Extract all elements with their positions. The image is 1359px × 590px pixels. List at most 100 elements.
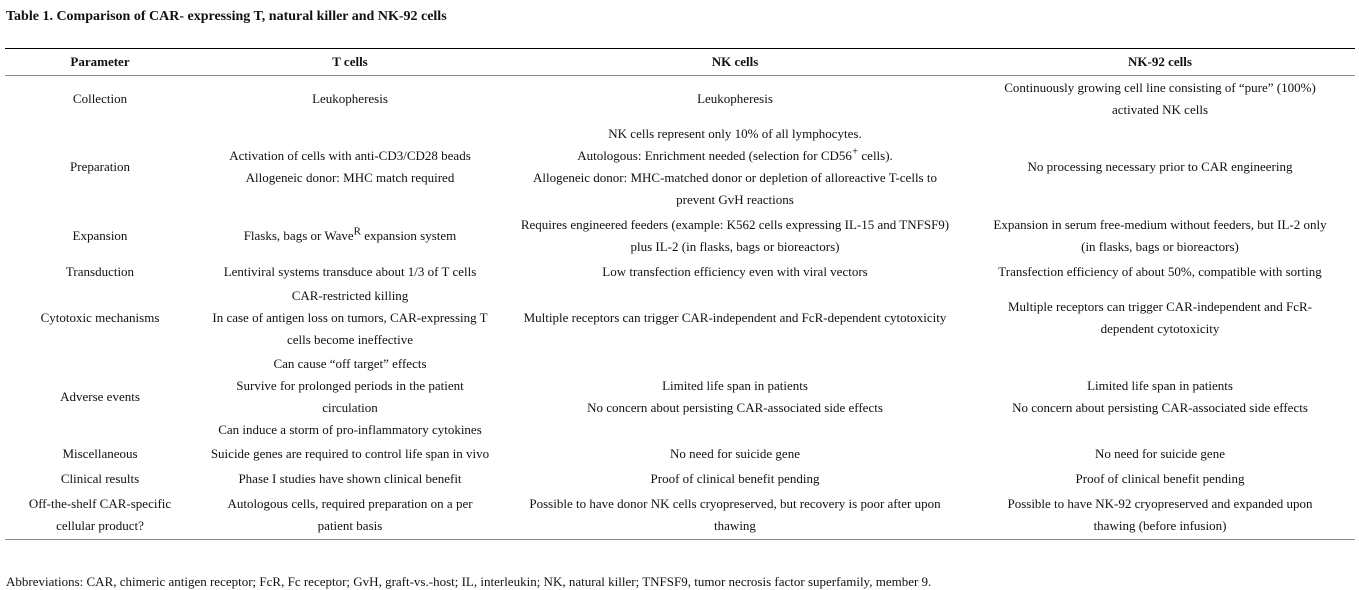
cell-line: Leukopheresis — [312, 90, 388, 106]
cell-line: thawing — [714, 518, 756, 534]
cell-line: No concern about persisting CAR-associat… — [587, 399, 883, 415]
cell-line: Possible to have donor NK cells cryopres… — [529, 496, 941, 512]
cell-t-cells: Lentiviral systems transduce about 1/3 o… — [195, 260, 505, 284]
cell-line: cells become ineffective — [286, 331, 414, 347]
cell-nk92-cells: Continuously growing cell line consistin… — [965, 76, 1355, 122]
cell-line: Suicide genes are required to control li… — [210, 445, 490, 461]
table-row: Miscellaneous Suicide genes are required … — [5, 442, 1355, 466]
cell-line: Can induce a storm of pro-inflammatory c… — [218, 421, 482, 437]
cell-t-cells: Autologous cells, required preparation o… — [195, 491, 505, 540]
abbreviations-footnote: Abbreviations: CAR, chimeric antigen rec… — [6, 574, 932, 589]
cell-nk-cells: Leukopheresis — [505, 76, 965, 122]
cell-line: Limited life span in patients — [662, 377, 808, 393]
cell-line: Proof of clinical benefit pending — [1075, 470, 1245, 486]
table-row: Transduction Lentiviral systems transduce… — [5, 260, 1355, 284]
table-row: Preparation Activation of cells with anti… — [5, 122, 1355, 212]
superscript: + — [851, 145, 859, 158]
cell-nk92-cells: No need for suicide gene — [965, 442, 1355, 466]
cell-nk-cells: Low transfection efficiency even with vi… — [505, 260, 965, 284]
cell-line: dependent cytotoxicity — [1100, 320, 1220, 336]
cell-line: Leukopheresis — [697, 90, 773, 106]
cell-line: Requires engineered feeders (example: K5… — [520, 216, 950, 232]
cell-line: Multiple receptors can trigger CAR-indep… — [523, 309, 947, 325]
cell-parameter: Expansion — [5, 212, 195, 260]
cell-nk92-cells: Multiple receptors can trigger CAR-indep… — [965, 284, 1355, 352]
cell-line: No processing necessary prior to CAR eng… — [1027, 158, 1293, 174]
cell-line: Off-the-shelf CAR-specific — [28, 496, 172, 512]
table-row: Collection Leukopheresis Leukopheresis Cont… — [5, 76, 1355, 122]
cell-nk92-cells: Expansion in serum free-medium without f… — [965, 212, 1355, 260]
cell-line: In case of antigen loss on tumors, CAR-e… — [212, 309, 488, 325]
cell-line: Activation of cells with anti-CD3/CD28 b… — [229, 147, 471, 163]
cell-line: No need for suicide gene — [1095, 445, 1225, 461]
line-text: Autologous: Enrichment needed (selection… — [577, 147, 852, 163]
cell-line: Possible to have NK-92 cryopreserved and… — [1007, 496, 1313, 512]
cell-nk-cells: Multiple receptors can trigger CAR-indep… — [505, 284, 965, 352]
cell-nk-cells: Requires engineered feeders (example: K5… — [505, 212, 965, 260]
cell-parameter: Preparation — [5, 122, 195, 212]
cell-line: Flasks, bags or WaveR expansion system — [199, 225, 501, 247]
line-text: Flasks, bags or Wave — [243, 227, 354, 243]
cell-nk92-cells: Possible to have NK-92 cryopreserved and… — [965, 491, 1355, 540]
cell-parameter: Transduction — [5, 260, 195, 284]
cell-line: Collection — [72, 90, 128, 106]
cell-t-cells: CAR-restricted killing In case of antigen… — [195, 284, 505, 352]
cell-parameter: Clinical results — [5, 466, 195, 492]
cell-line: Autologous cells, required preparation o… — [227, 496, 473, 512]
header-t-cells: T cells — [195, 48, 505, 76]
cell-line: Miscellaneous — [62, 445, 138, 461]
cell-nk-cells: Limited life span in patients No concern … — [505, 352, 965, 442]
line-text: cells). — [858, 147, 893, 163]
header-nk92-cells: NK-92 cells — [965, 48, 1355, 76]
table-row: Clinical results Phase I studies have sho… — [5, 466, 1355, 492]
cell-line: Low transfection efficiency even with vi… — [602, 263, 868, 279]
cell-line: Allogeneic donor: MHC match required — [245, 169, 455, 185]
cell-line: Autologous: Enrichment needed (selection… — [509, 145, 961, 167]
cell-line: thawing (before infusion) — [1093, 518, 1227, 534]
cell-nk-cells: Possible to have donor NK cells cryopres… — [505, 491, 965, 540]
cell-line: (in flasks, bags or bioreactors) — [1081, 238, 1239, 254]
table-row: Off-the-shelf CAR-specific cellular produ… — [5, 491, 1355, 540]
table-body: Collection Leukopheresis Leukopheresis Cont… — [5, 76, 1355, 540]
cell-line: Preparation — [70, 158, 130, 174]
cell-line: Adverse events — [60, 388, 140, 404]
cell-line: Survive for prolonged periods in the pat… — [236, 377, 464, 393]
cell-t-cells: Phase I studies have shown clinical bene… — [195, 466, 505, 492]
table-row: Expansion Flasks, bags or WaveR expansion… — [5, 212, 1355, 260]
cell-line: Multiple receptors can trigger CAR-indep… — [1008, 298, 1312, 314]
cell-t-cells: Suicide genes are required to control li… — [195, 442, 505, 466]
cell-line: Limited life span in patients — [1087, 377, 1233, 393]
cell-line: Expansion in serum free-medium without f… — [993, 216, 1327, 232]
cell-t-cells: Flasks, bags or WaveR expansion system — [195, 212, 505, 260]
header-row: Parameter T cells NK cells NK-92 cells — [5, 48, 1355, 76]
cell-nk-cells: Proof of clinical benefit pending — [505, 466, 965, 492]
cell-line: patient basis — [317, 518, 383, 534]
cell-t-cells: Activation of cells with anti-CD3/CD28 b… — [195, 122, 505, 212]
table-row: Cytotoxic mechanisms CAR-restricted killi… — [5, 284, 1355, 352]
cell-nk92-cells: Proof of clinical benefit pending — [965, 466, 1355, 492]
cell-nk92-cells: No processing necessary prior to CAR eng… — [965, 122, 1355, 212]
cell-parameter: Collection — [5, 76, 195, 122]
cell-line: Transduction — [65, 263, 135, 279]
cell-line: Lentiviral systems transduce about 1/3 o… — [223, 263, 477, 279]
table-title: Table 1. Comparison of CAR- expressing T… — [6, 9, 447, 24]
comparison-table: Parameter T cells NK cells NK-92 cells C… — [5, 48, 1355, 540]
cell-line: NK cells represent only 10% of all lymph… — [608, 125, 862, 141]
cell-line: circulation — [322, 399, 378, 415]
cell-line: Clinical results — [60, 470, 140, 486]
cell-parameter: Adverse events — [5, 352, 195, 442]
line-text: expansion system — [360, 227, 457, 243]
cell-nk92-cells: Limited life span in patients No concern … — [965, 352, 1355, 442]
header-nk-cells: NK cells — [505, 48, 965, 76]
cell-line: prevent GvH reactions — [676, 191, 794, 207]
cell-parameter: Cytotoxic mechanisms — [5, 284, 195, 352]
cell-line: Continuously growing cell line consistin… — [1004, 79, 1316, 95]
table-row: Adverse events Can cause “off target” eff… — [5, 352, 1355, 442]
cell-line: No concern about persisting CAR-associat… — [1012, 399, 1308, 415]
cell-line: Allogeneic donor: MHC-matched donor or d… — [533, 169, 937, 185]
cell-line: Phase I studies have shown clinical bene… — [238, 470, 462, 486]
cell-nk92-cells: Transfection efficiency of about 50%, co… — [965, 260, 1355, 284]
cell-nk-cells: No need for suicide gene — [505, 442, 965, 466]
cell-t-cells: Leukopheresis — [195, 76, 505, 122]
cell-line: Proof of clinical benefit pending — [650, 470, 820, 486]
